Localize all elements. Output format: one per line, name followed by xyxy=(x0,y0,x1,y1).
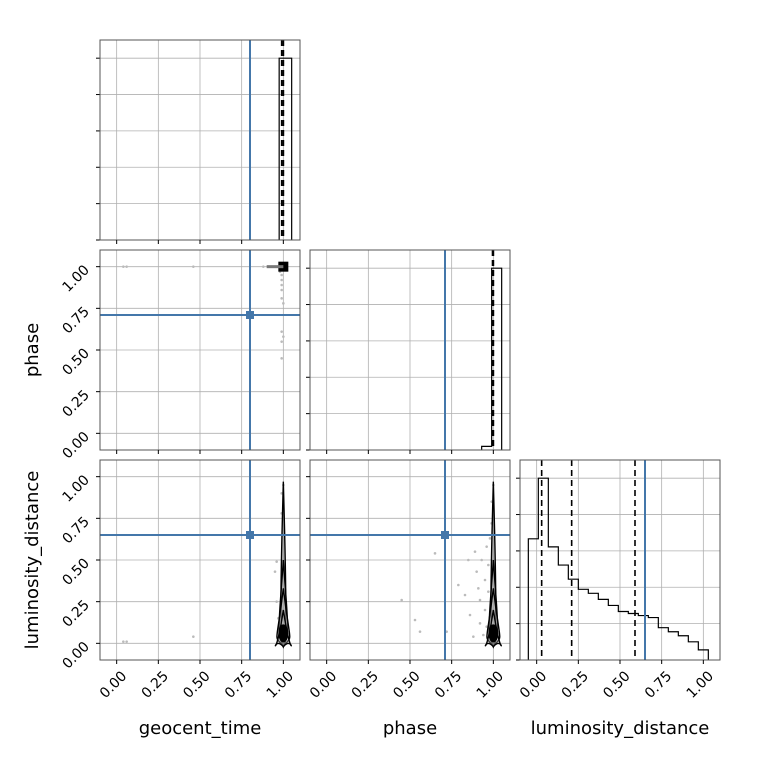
y-tick-label: 0.75 xyxy=(59,514,92,547)
sample-point xyxy=(472,635,475,638)
truth-marker xyxy=(246,531,254,539)
density-peak xyxy=(278,624,289,643)
sample-point xyxy=(482,633,485,637)
panel-luminosity_distance-hist: 0.00 0.25 0.50 0.75 1.00 luminosity_distance xyxy=(516,459,721,739)
x-tick-label: 1.00 xyxy=(684,668,717,701)
x-tick-label: 0.75 xyxy=(642,668,675,701)
x-tick-label: 0.75 xyxy=(222,668,255,701)
sample-point xyxy=(445,630,448,633)
histogram-steps xyxy=(278,57,293,240)
density-peak xyxy=(278,261,289,272)
sample-point xyxy=(487,590,490,593)
panel-geocent_time-vs-luminosity_distance: 0.00 0.25 0.50 0.75 1.00geocent_time0.000.25… xyxy=(22,459,301,739)
y-axis-label-phase: phase xyxy=(22,323,43,377)
sample-point xyxy=(125,640,128,643)
sample-point xyxy=(485,545,488,548)
density-peak xyxy=(488,624,499,643)
x-axis-label-phase: phase xyxy=(383,718,437,739)
y-tick-label: 0.00 xyxy=(59,429,92,462)
truth-marker xyxy=(246,311,254,319)
sample-point xyxy=(275,560,278,563)
sample-point xyxy=(280,278,283,282)
sample-point xyxy=(280,283,283,287)
sample-point xyxy=(483,608,487,612)
sample-point xyxy=(457,583,460,587)
sample-point xyxy=(467,558,470,562)
sample-point xyxy=(478,598,482,602)
x-axis-label-luminosity_distance: luminosity_distance xyxy=(531,718,710,739)
sample-point xyxy=(282,335,285,338)
sample-point xyxy=(192,265,195,268)
y-tick-label: 1.00 xyxy=(59,262,92,295)
y-tick-label: 0.00 xyxy=(59,639,92,672)
sample-point xyxy=(480,558,483,562)
y-tick-label: 0.25 xyxy=(59,597,92,630)
sample-point xyxy=(122,640,125,643)
panel-geocent_time-hist xyxy=(96,39,301,244)
x-tick-label: 0.75 xyxy=(432,668,465,701)
x-tick-label: 1.00 xyxy=(474,668,507,701)
sample-point xyxy=(473,550,477,553)
sample-point xyxy=(488,537,492,540)
truth-marker xyxy=(441,531,449,539)
x-tick-label: 0.25 xyxy=(139,668,172,701)
sample-point xyxy=(280,288,283,292)
histogram-steps xyxy=(481,267,503,450)
sample-point xyxy=(483,578,487,582)
sample-point xyxy=(280,340,283,343)
x-tick-label: 0.50 xyxy=(390,668,423,701)
panel-phase-vs-luminosity_distance: 0.00 0.25 0.50 0.75 1.00 phase xyxy=(306,459,511,739)
sample-point xyxy=(122,265,125,268)
sample-point xyxy=(400,598,403,602)
x-tick-label: 0.00 xyxy=(97,668,130,701)
sample-point xyxy=(192,635,195,638)
sample-point xyxy=(418,630,422,633)
sample-point xyxy=(280,297,283,300)
x-tick-label: 0.50 xyxy=(600,668,633,701)
y-tick-label: 0.50 xyxy=(59,556,92,589)
y-tick-label: 0.50 xyxy=(59,346,92,379)
sample-point xyxy=(125,265,128,268)
x-tick-label: 1.00 xyxy=(264,668,297,701)
sample-point xyxy=(477,587,480,590)
sample-point xyxy=(478,622,482,625)
y-tick-label: 0.75 xyxy=(59,304,92,337)
x-tick-label: 0.25 xyxy=(349,668,382,701)
sample-point xyxy=(280,330,283,333)
sample-point xyxy=(280,273,283,277)
sample-point xyxy=(463,593,467,597)
sample-point xyxy=(468,613,472,617)
density-tail xyxy=(266,265,284,269)
sample-point xyxy=(262,265,265,268)
sample-point xyxy=(433,552,437,555)
y-axis-label-luminosity_distance: luminosity_distance xyxy=(22,471,43,650)
x-tick-label: 0.00 xyxy=(307,668,340,701)
sample-point xyxy=(282,302,285,305)
sample-point xyxy=(280,357,283,360)
sample-point xyxy=(275,600,278,603)
x-tick-label: 0.50 xyxy=(180,668,213,701)
sample-point xyxy=(487,563,490,567)
x-axis-label-geocent_time: geocent_time xyxy=(139,718,262,739)
panel-geocent_time-vs-phase: 0.00 0.25 0.50 0.75 1.00 phase xyxy=(22,249,301,462)
sample-point xyxy=(273,570,277,573)
x-tick-label: 0.00 xyxy=(517,668,550,701)
sample-point xyxy=(280,492,283,495)
x-tick-label: 0.25 xyxy=(559,668,592,701)
histogram-steps xyxy=(527,477,709,660)
panel-phase-hist xyxy=(306,249,511,454)
y-tick-label: 1.00 xyxy=(59,472,92,505)
sample-point xyxy=(475,570,478,573)
y-tick-label: 0.25 xyxy=(59,387,92,420)
sample-point xyxy=(413,618,417,622)
